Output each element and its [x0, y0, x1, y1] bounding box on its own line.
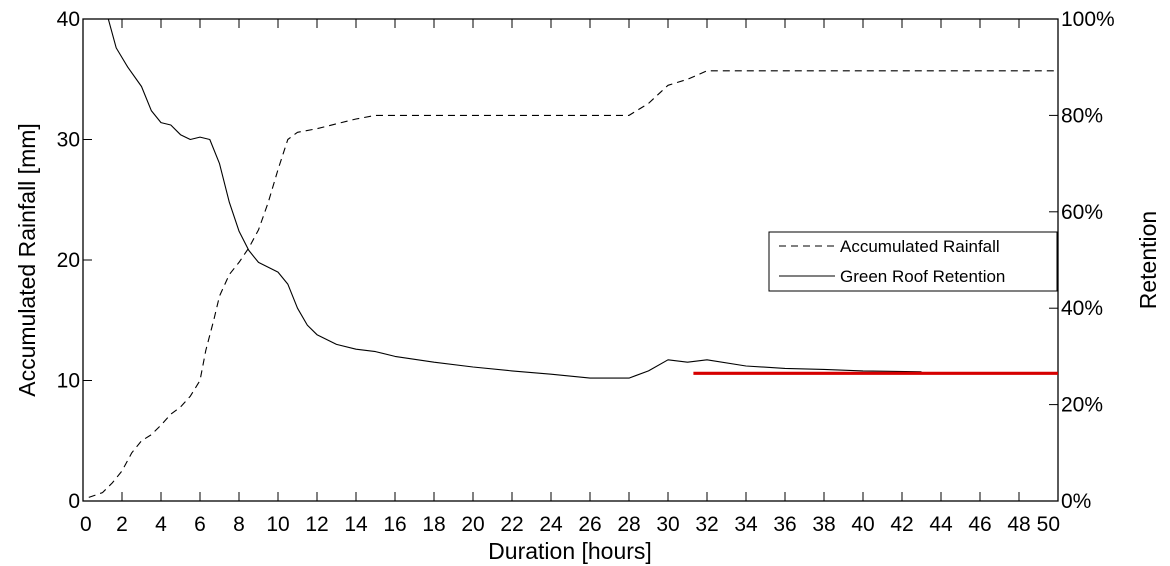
x-tick-label: 24 — [539, 513, 563, 536]
x-tick-label: 26 — [578, 513, 601, 536]
x-tick-label: 50 — [1037, 513, 1060, 536]
y-right-tick-label: 60% — [1061, 201, 1103, 224]
x-tick-label: 2 — [116, 513, 128, 536]
x-tick-label: 8 — [233, 513, 245, 536]
y-right-tick-labels: 0% 20% 40% 60% 80% 100% — [1061, 8, 1115, 513]
y-left-tick-label: 40 — [57, 8, 80, 31]
y-right-tick-label: 20% — [1061, 394, 1103, 417]
y-right-axis-title: Retention — [1135, 211, 1161, 309]
x-tick-label: 22 — [500, 513, 523, 536]
x-tick-label: 18 — [422, 513, 445, 536]
x-tick-label: 36 — [773, 513, 796, 536]
legend: Accumulated Rainfall Green Roof Retentio… — [768, 231, 1058, 292]
x-tick-label: 40 — [851, 513, 874, 536]
y-right-tick-label: 80% — [1061, 104, 1103, 127]
y-left-axis-title: Accumulated Rainfall [mm] — [14, 123, 40, 397]
x-tick-label: 0 — [80, 513, 92, 536]
axis-ticks — [82, 18, 1059, 502]
x-tick-label: 4 — [155, 513, 167, 536]
x-tick-label: 28 — [617, 513, 640, 536]
x-tick-label: 10 — [266, 513, 289, 536]
legend-box — [768, 231, 1058, 292]
y-left-tick-labels: 0 10 20 30 40 — [57, 8, 80, 513]
y-right-tick-label: 100% — [1061, 8, 1115, 31]
y-right-tick-label: 40% — [1061, 297, 1103, 320]
x-tick-label: 14 — [344, 513, 368, 536]
x-tick-label: 32 — [695, 513, 718, 536]
legend-label-retention: Green Roof Retention — [840, 267, 1005, 286]
x-tick-label: 20 — [461, 513, 484, 536]
x-tick-label: 44 — [929, 513, 953, 536]
x-tick-label: 12 — [305, 513, 328, 536]
y-left-tick-label: 10 — [57, 370, 80, 393]
x-tick-label: 6 — [194, 513, 206, 536]
x-tick-label: 38 — [812, 513, 835, 536]
series-line-green-roof-retention — [107, 18, 922, 379]
x-axis-title: Duration [hours] — [488, 538, 652, 564]
x-tick-label: 46 — [968, 513, 991, 536]
x-tick-label: 30 — [656, 513, 679, 536]
y-left-tick-label: 30 — [57, 129, 80, 152]
x-tick-label: 16 — [383, 513, 406, 536]
series-line-accumulated-rainfall — [88, 70, 1058, 498]
y-left-tick-label: 0 — [68, 490, 80, 513]
legend-label-rainfall: Accumulated Rainfall — [840, 237, 1000, 256]
y-right-tick-label: 0% — [1061, 490, 1091, 513]
y-left-tick-label: 20 — [57, 249, 80, 272]
series-layer — [88, 18, 1058, 498]
x-tick-label: 34 — [734, 513, 758, 536]
x-tick-label: 42 — [890, 513, 913, 536]
x-tick-labels: 0 2 4 6 8 10 12 14 16 18 20 22 24 26 28 30 32 34 36 38 40 42 4… — [80, 513, 1060, 536]
x-tick-label: 48 — [1007, 513, 1030, 536]
